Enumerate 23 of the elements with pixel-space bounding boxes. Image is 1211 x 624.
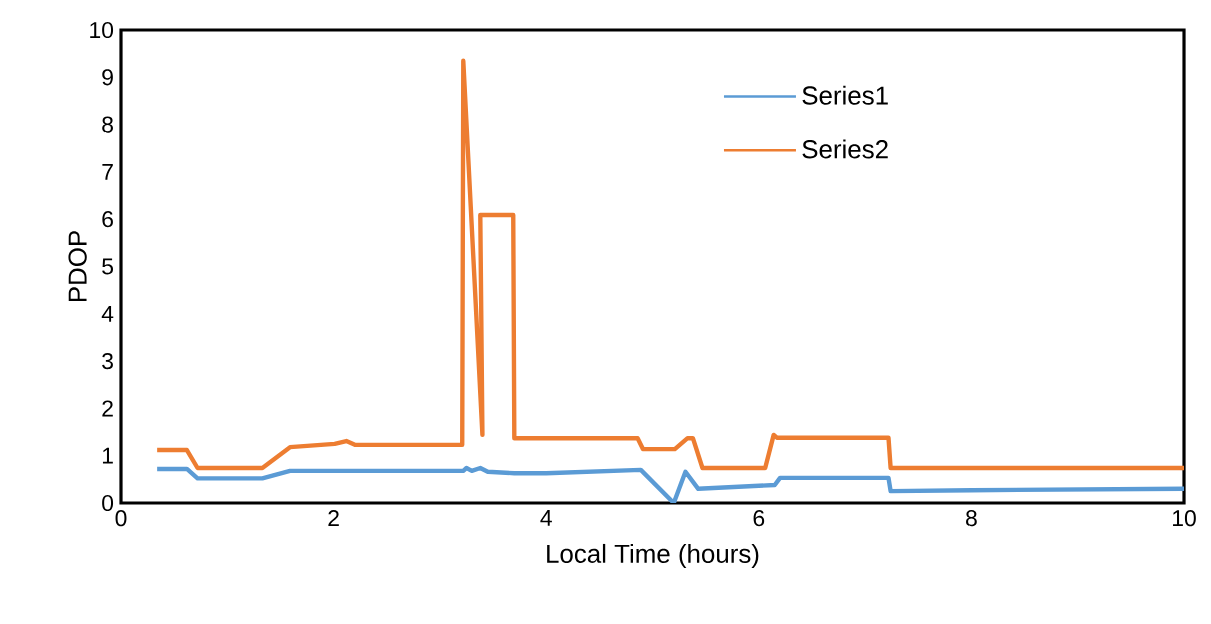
legend-label: Series1 bbox=[802, 85, 888, 105]
x-tick-label: 2 bbox=[328, 510, 339, 527]
y-tick-label: 1 bbox=[102, 447, 113, 464]
y-tick-label: 9 bbox=[102, 69, 113, 86]
y-tick-label: 8 bbox=[102, 116, 113, 133]
x-tick-label: 0 bbox=[115, 510, 127, 527]
y-tick-label: 0 bbox=[102, 494, 114, 512]
line-series bbox=[154, 58, 1185, 471]
x-tick-label: 8 bbox=[966, 510, 977, 527]
y-tick-label: 5 bbox=[102, 258, 113, 275]
x-tick-label: 10 bbox=[1173, 510, 1196, 527]
y-tick-label: 4 bbox=[101, 305, 114, 322]
x-axis-title: Local Time (hours) bbox=[547, 543, 759, 569]
y-tick-label: 2 bbox=[102, 400, 113, 417]
y-tick-label: 7 bbox=[102, 164, 113, 180]
y-tick-label: 10 bbox=[90, 21, 114, 39]
x-tick-label: 4 bbox=[540, 510, 552, 526]
y-tick-label: 6 bbox=[102, 211, 113, 228]
y-tick-label: 3 bbox=[102, 352, 113, 370]
line-series bbox=[154, 465, 1185, 503]
y-axis-title: PDOP bbox=[68, 231, 87, 302]
x-tick-label: 6 bbox=[753, 510, 765, 527]
legend-label: Series2 bbox=[802, 139, 888, 159]
